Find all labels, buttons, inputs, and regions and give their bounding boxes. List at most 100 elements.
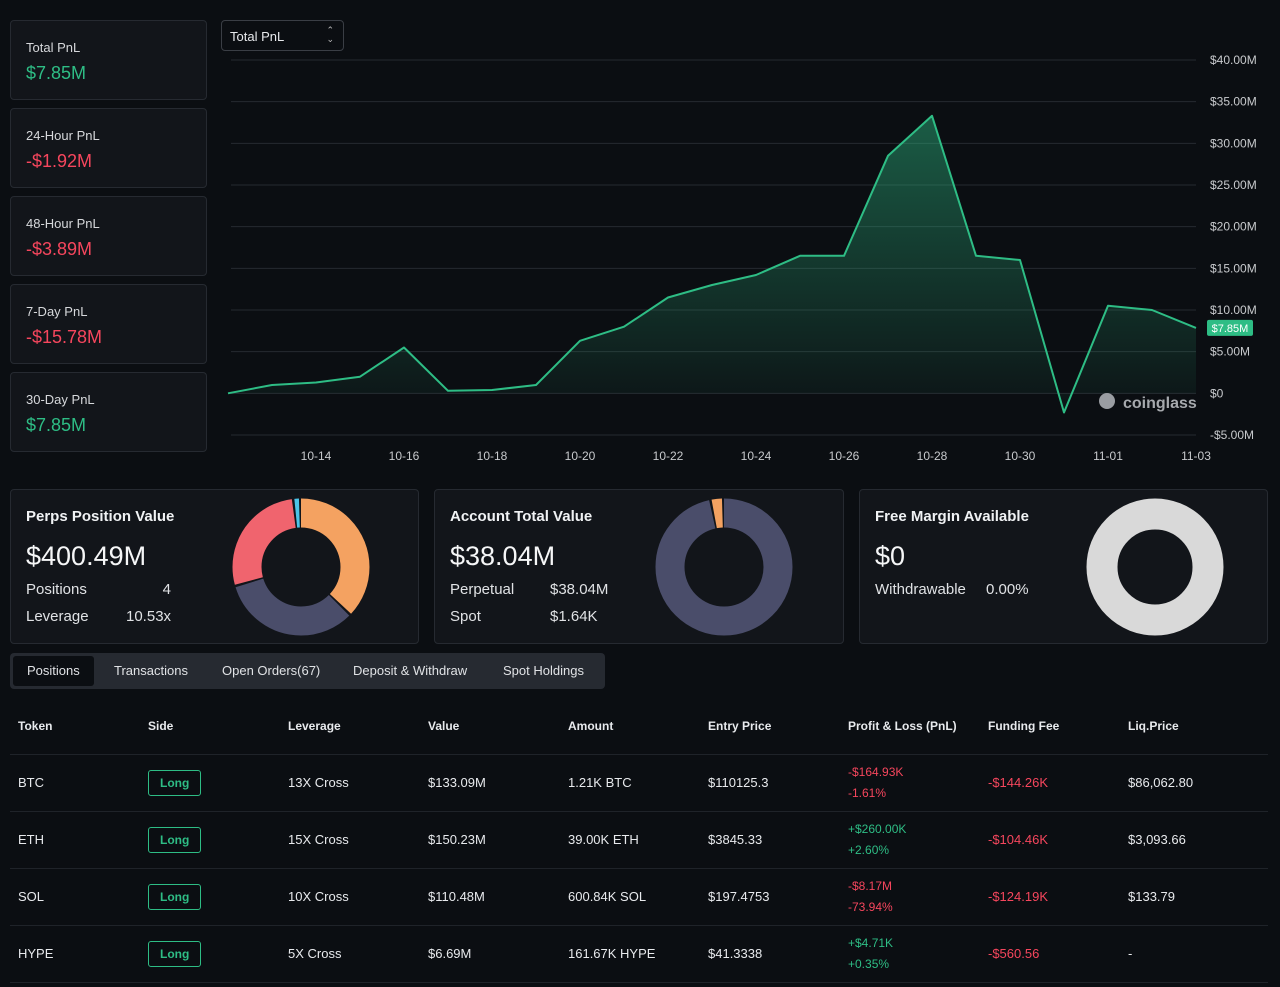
cell: 39.00K ETH (568, 832, 639, 847)
card-row-label: Perpetual (450, 581, 515, 598)
row-separator (10, 868, 1268, 869)
cell: -$104.46K (988, 832, 1048, 847)
y-tick-label: $0 (1210, 386, 1224, 400)
card-value: $0 (875, 541, 906, 571)
stat-label: Total PnL (26, 40, 81, 55)
card-row-label: Leverage (26, 608, 89, 625)
side-badge: Long (148, 770, 202, 796)
stat-value: -$3.89M (26, 239, 93, 259)
cell: $3,093.66 (1128, 832, 1186, 847)
stat-value: $7.85M (26, 415, 87, 435)
cell: 5X Cross (288, 946, 342, 961)
y-tick-label: $35.00M (1210, 95, 1257, 109)
cell: 13X Cross (288, 775, 349, 790)
card-row-label: Positions (26, 581, 87, 598)
y-tick-label: $15.00M (1210, 261, 1257, 275)
cell: SOL (18, 889, 45, 904)
cell: $110.48M (428, 889, 485, 904)
y-tick-label: $10.00M (1210, 303, 1257, 317)
tab-bar: Positions Transactions Open Orders(67) Depo… (10, 653, 605, 689)
donut-segment (232, 498, 370, 636)
cell: -$144.26K (988, 775, 1048, 790)
cell: 10X Cross (288, 889, 349, 904)
y-tick-label: $40.00M (1210, 53, 1257, 67)
pnl-percent: +2.60% (848, 843, 890, 857)
cell: $3845.33 (708, 832, 763, 847)
card-row-label: Spot (450, 608, 481, 625)
column-header: Liq.Price (1128, 719, 1179, 733)
watermark-text: coinglass (1123, 395, 1197, 412)
cell: 161.67K HYPE (568, 946, 656, 961)
cell: -$124.19K (988, 889, 1048, 904)
stat-value: $7.85M (26, 63, 87, 83)
side-badge: Long (148, 827, 202, 853)
donut-chart (655, 498, 793, 636)
card-row-value: 10.53x (126, 608, 172, 625)
cell: $197.4753 (708, 889, 770, 904)
card-row-value: $38.04M (550, 581, 609, 598)
side-badge: Long (148, 941, 202, 967)
pnl-chart: -$5.00M $0 $5.00M $10.00M $15.00M $20.00M $25.… (227, 53, 1257, 463)
y-tick-label: $30.00M (1210, 136, 1257, 150)
cell: 1.21K BTC (568, 775, 632, 790)
x-tick-label: 10-30 (1005, 449, 1036, 463)
cell: $133.79 (1128, 889, 1175, 904)
x-tick-label: 10-18 (477, 449, 508, 463)
cell: $110125.3 (708, 775, 769, 790)
card-row-value: 0.00% (986, 581, 1029, 598)
stat-label: 30-Day PnL (26, 392, 95, 407)
tab[interactable]: Spot Holdings (503, 663, 584, 678)
donut-segment (655, 498, 793, 636)
cell: ETH (18, 832, 44, 847)
selector-chevron: ⌃ ⌄ (326, 25, 334, 44)
watermark: coinglass (1099, 393, 1197, 412)
tab[interactable]: Open Orders(67) (222, 663, 321, 678)
x-tick-label: 10-14 (301, 449, 332, 463)
y-tick-label: -$5.00M (1210, 428, 1254, 442)
y-tick-label: $20.00M (1210, 220, 1257, 234)
stat-card: Total PnL $7.85M (10, 20, 207, 100)
stat-label: 24-Hour PnL (26, 128, 100, 143)
tab[interactable]: Transactions (114, 663, 188, 678)
donut-chart (232, 498, 370, 636)
cell: 600.84K SOL (568, 889, 647, 904)
donut-segment (1086, 498, 1224, 636)
watermark-icon (1099, 393, 1115, 409)
pnl-value: -$8.17M (848, 879, 893, 893)
stat-card: 24-Hour PnL -$1.92M (10, 108, 207, 188)
chart-selector[interactable]: Total PnL ⌃ ⌄ (221, 20, 344, 51)
stat-value: -$15.78M (26, 327, 103, 347)
last-value-badge: $7.85M (1207, 319, 1253, 336)
stat-value: -$1.92M (26, 151, 93, 171)
summary-card: Perps Position Value $400.49M Positions 4 Le… (10, 489, 419, 644)
tab[interactable]: Positions (13, 656, 94, 686)
side-badge: Long (148, 884, 202, 910)
pnl-value: -$164.93K (848, 765, 904, 779)
column-header: Token (18, 719, 53, 733)
selector-text: Total PnL (230, 29, 285, 44)
x-tick-label: 11-03 (1181, 449, 1211, 463)
cell: $150.23M (428, 832, 486, 847)
cell: $41.3338 (708, 946, 763, 961)
y-tick-label: $25.00M (1210, 178, 1257, 192)
badge-text: $7.85M (1212, 323, 1249, 335)
row-separator (10, 982, 1268, 983)
x-tick-label: 10-26 (829, 449, 860, 463)
cell: - (1128, 946, 1133, 961)
cell: 15X Cross (288, 832, 349, 847)
column-header: Leverage (288, 719, 341, 733)
x-tick-label: 10-24 (741, 449, 772, 463)
cell: HYPE (18, 946, 54, 961)
cell: BTC (18, 775, 44, 790)
cell: $86,062.80 (1128, 775, 1194, 790)
card-title: Free Margin Available (875, 508, 1029, 525)
donut-segment (232, 498, 370, 636)
donut-segment (232, 498, 370, 636)
tab[interactable]: Deposit & Withdraw (353, 663, 468, 678)
stat-card: 7-Day PnL -$15.78M (10, 284, 207, 364)
stat-card: 30-Day PnL $7.85M (10, 372, 207, 452)
pnl-value: +$260.00K (848, 822, 907, 836)
cell: -$560.56 (988, 946, 1040, 961)
cell: $133.09M (428, 775, 486, 790)
pnl-value: +$4.71K (848, 936, 894, 950)
